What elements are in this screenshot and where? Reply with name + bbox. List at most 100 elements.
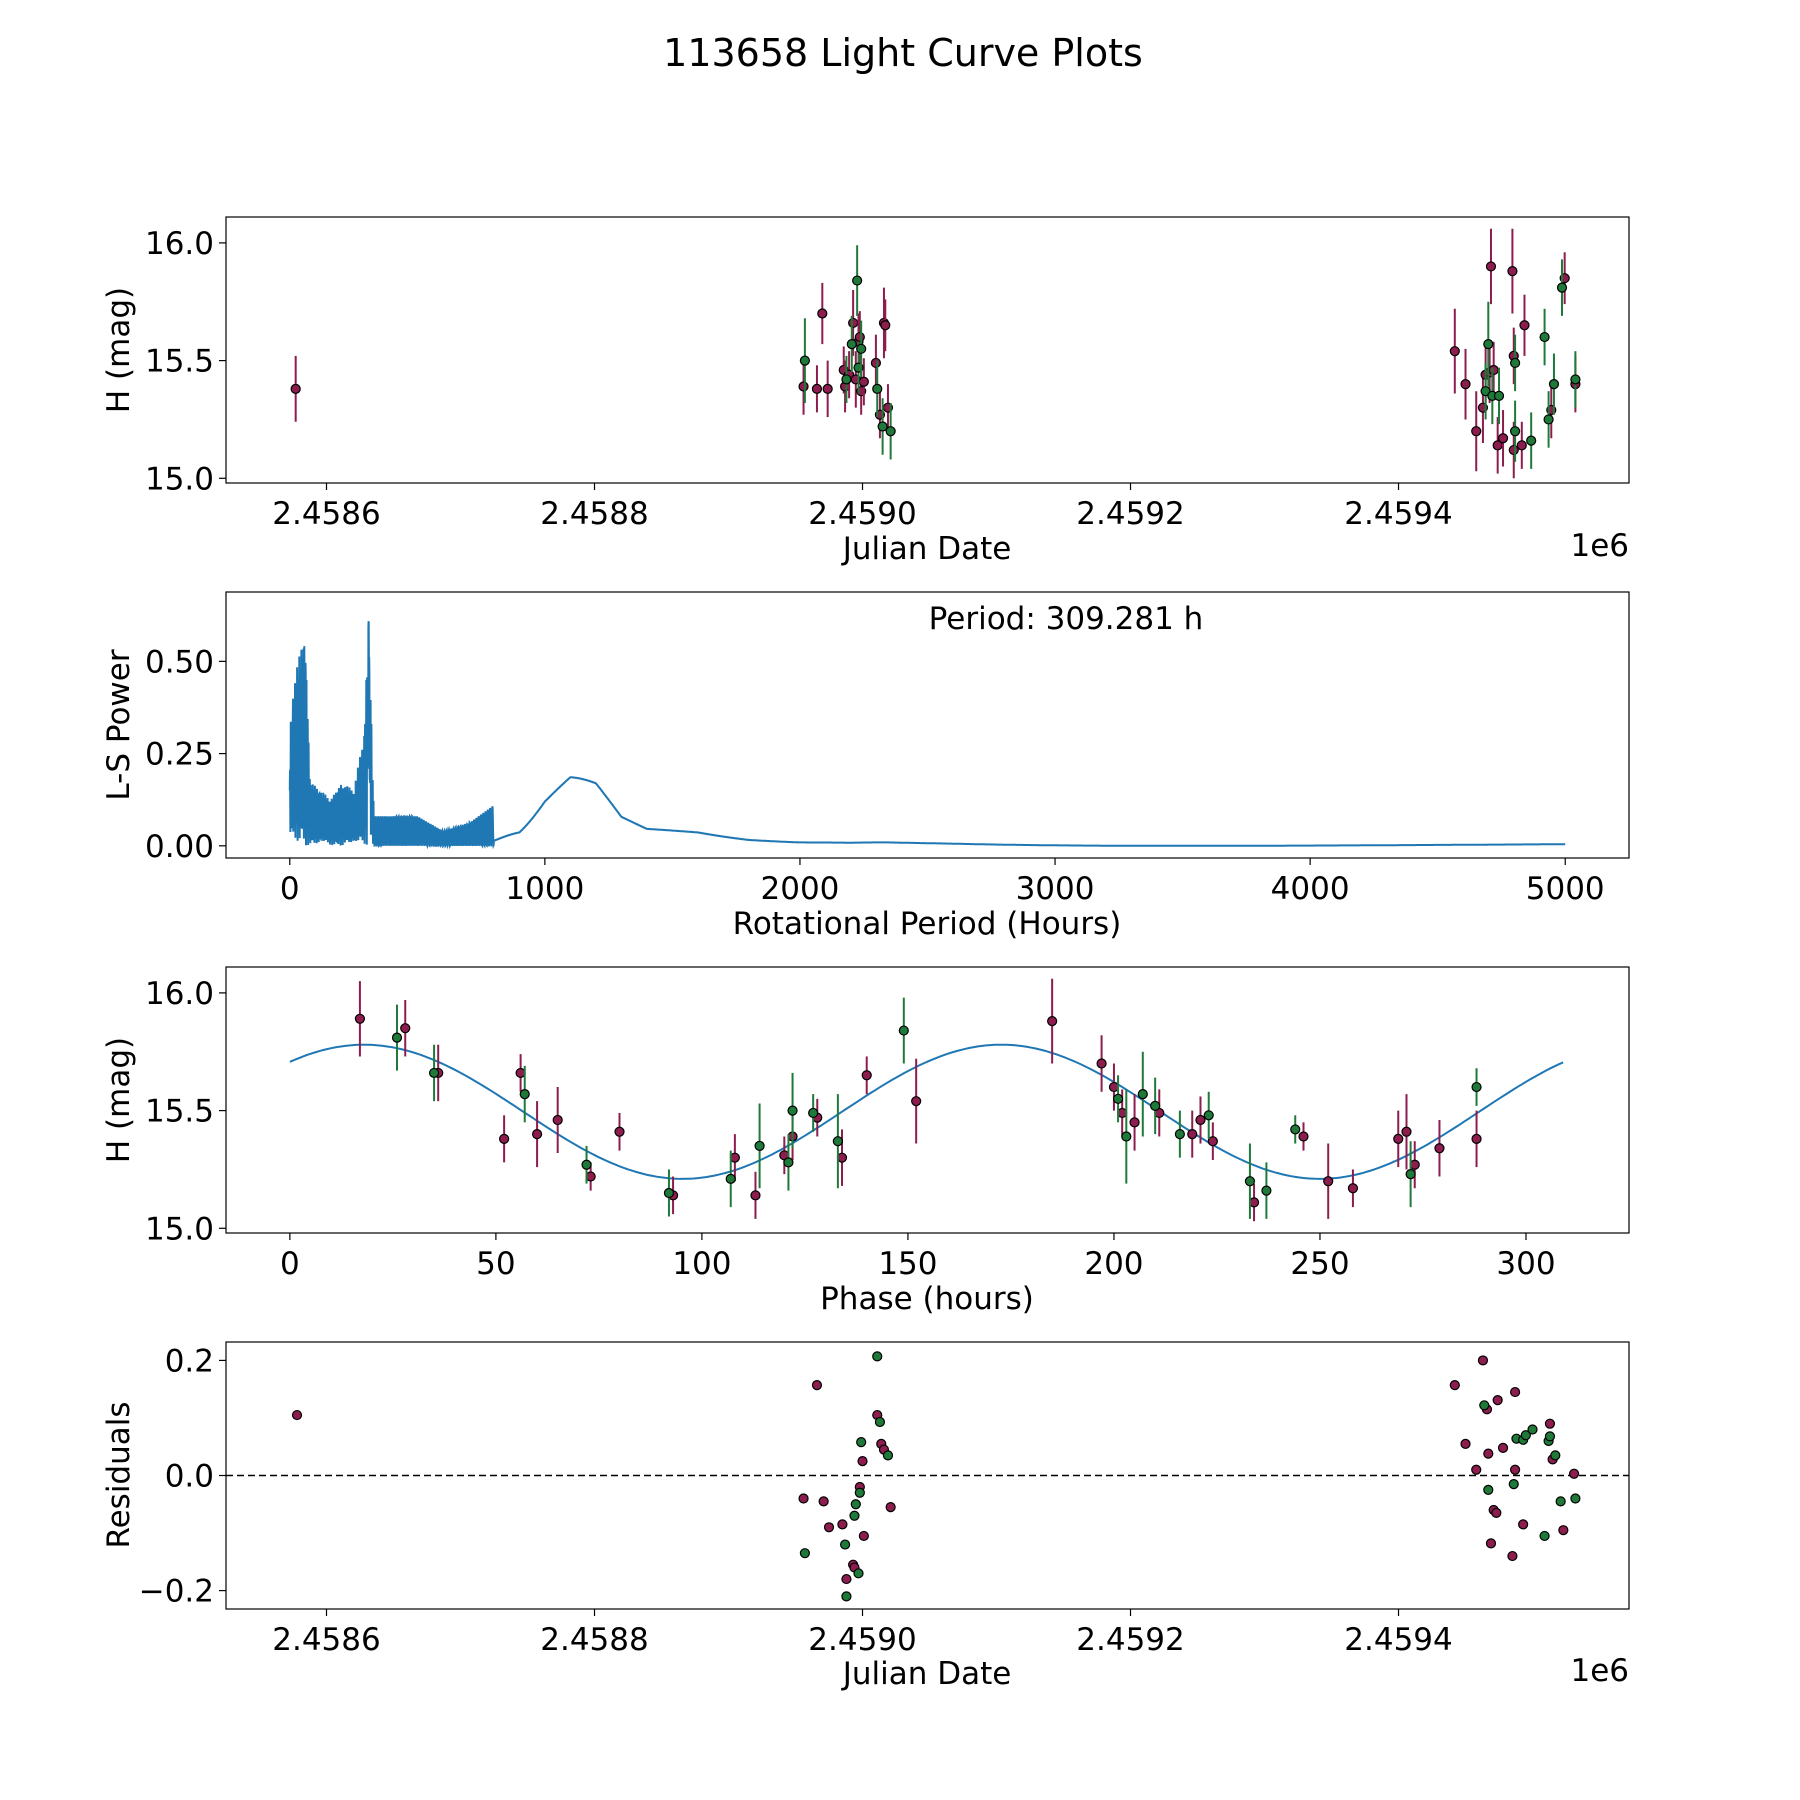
periodogram-annotation: Period: 309.281 h <box>929 601 1204 637</box>
phased-point-g <box>1112 1093 1124 1104</box>
lightcurve-point-r <box>1507 266 1518 277</box>
lightcurve-ticks: 2.4586 2.4588 2.4590 2.4592 2.4594 15.0 15.5 16… <box>145 226 1453 532</box>
lightcurve-point-g <box>1509 357 1521 369</box>
phased-marks <box>289 978 1564 1222</box>
lightcurve-point-r <box>1488 364 1499 376</box>
residuals-offset-label: 1e6 <box>1570 1653 1629 1689</box>
residuals-ytick-label: 0.2 <box>165 1343 214 1379</box>
lightcurve-xtick-label: 2.4594 <box>1344 496 1452 532</box>
residuals-point-g <box>1508 1479 1519 1490</box>
residuals-ylabel: Residuals <box>101 1401 137 1548</box>
residuals-point-g <box>882 1450 894 1461</box>
phased-xtick-label: 250 <box>1290 1246 1349 1282</box>
phased-point-r <box>1434 1143 1445 1154</box>
figure-title: 113658 Light Curve Plots <box>663 31 1143 75</box>
residuals-point-g <box>1555 1496 1566 1507</box>
residuals-point-r <box>841 1573 852 1585</box>
lightcurve-point-g <box>852 275 863 286</box>
periodogram-xtick-label: 4000 <box>1271 871 1350 907</box>
residuals-point-r <box>1492 1395 1503 1406</box>
lightcurve-point-r <box>1449 346 1460 357</box>
phased-point-g <box>1471 1081 1482 1093</box>
periodogram-xtick-label: 3000 <box>1016 871 1095 907</box>
residuals-point-g <box>1527 1424 1538 1435</box>
residuals-panel: 2.4586 2.4588 2.4590 2.4592 2.4594 −0.2 0.0 0.2… <box>101 1341 1630 1692</box>
phased-point-g <box>783 1157 794 1168</box>
phased-point-r <box>614 1126 625 1137</box>
phased-point-g <box>787 1105 798 1116</box>
phased-point-g <box>832 1136 843 1147</box>
phased-point-r <box>1323 1176 1334 1187</box>
lightcurve-offset-label: 1e6 <box>1570 528 1629 564</box>
residuals-point-r <box>1544 1418 1556 1429</box>
phased-ytick-label: 15.0 <box>145 1211 214 1247</box>
periodogram-ytick-label: 0.00 <box>145 829 214 865</box>
lightcurve-point-r <box>880 320 891 331</box>
periodogram-power-line <box>288 621 1566 850</box>
lightcurve-point-g <box>856 343 867 354</box>
lightcurve-point-g <box>1493 390 1505 402</box>
lightcurve-point-r <box>811 383 823 394</box>
phased-point-r <box>400 1023 411 1034</box>
periodogram-marks <box>288 621 1566 850</box>
residuals-point-g <box>1550 1450 1561 1461</box>
residuals-ytick-label: 0.0 <box>165 1459 214 1495</box>
phased-point-g <box>1121 1131 1132 1142</box>
phased-point-g <box>1405 1169 1416 1180</box>
residuals-xtick-label: 2.4586 <box>272 1622 380 1658</box>
phased-xtick-label: 0 <box>280 1246 300 1282</box>
lightcurve-point-g <box>846 339 857 350</box>
lightcurve-point-g <box>841 374 852 385</box>
residuals-xtick-label: 2.4594 <box>1344 1622 1452 1658</box>
phased-point-r <box>1401 1126 1412 1137</box>
periodogram-ylabel: L-S Power <box>101 649 137 800</box>
residuals-point-g <box>1544 1431 1556 1442</box>
lightcurve-point-r <box>1471 426 1482 437</box>
phased-point-r <box>1187 1129 1198 1140</box>
phased-point-g <box>898 1025 909 1036</box>
residuals-point-g <box>1539 1530 1550 1542</box>
residuals-xtick-label: 2.4590 <box>808 1622 916 1658</box>
lightcurve-point-r <box>1485 261 1497 272</box>
residuals-point-g <box>849 1510 860 1521</box>
residuals-point-g <box>799 1548 810 1559</box>
periodogram-xtick-label: 1000 <box>505 871 584 907</box>
residuals-ytick-label: −0.2 <box>139 1574 214 1610</box>
phased-point-r <box>1471 1133 1482 1144</box>
phased-ticks: 0 50 100 150 200 250 300 15.0 15.5 16.0 <box>145 976 1556 1282</box>
residuals-point-r <box>837 1519 848 1530</box>
residuals-xtick-label: 2.4592 <box>1076 1622 1184 1658</box>
lightcurve-point-r <box>817 308 828 319</box>
lightcurve-point-r <box>1508 444 1519 456</box>
residuals-point-r <box>857 1456 868 1467</box>
lightcurve-point-g <box>1570 374 1581 385</box>
lightcurve-xtick-label: 2.4590 <box>808 496 916 532</box>
periodogram-panel: 0 1000 2000 3000 4000 5000 0.00 0.25 0.50 Period… <box>101 591 1630 942</box>
lightcurve-xtick-label: 2.4586 <box>272 496 380 532</box>
phased-point-r <box>1207 1136 1218 1147</box>
lightcurve-point-r <box>854 331 865 343</box>
phased-xtick-label: 50 <box>476 1246 515 1282</box>
lightcurve-xlabel: Julian Date <box>841 531 1012 567</box>
residuals-point-r <box>818 1496 829 1507</box>
phased-xtick-label: 100 <box>672 1246 731 1282</box>
periodogram-ytick-label: 0.25 <box>145 737 214 773</box>
residuals-point-r <box>1509 1464 1521 1475</box>
periodogram-ytick-label: 0.50 <box>145 644 214 680</box>
periodogram-xtick-label: 0 <box>280 871 300 907</box>
lightcurve-xtick-label: 2.4588 <box>540 496 648 532</box>
lightcurve-xtick-label: 2.4592 <box>1076 496 1184 532</box>
residuals-point-g <box>854 1487 865 1498</box>
lightcurve-axes-frame <box>225 216 1630 484</box>
residuals-point-r <box>1485 1538 1497 1549</box>
phased-point-r <box>1047 1016 1058 1027</box>
phased-point-g <box>808 1107 819 1119</box>
lightcurve-point-g <box>1526 435 1537 446</box>
residuals-point-r <box>1518 1519 1529 1530</box>
lightcurve-ytick-label: 15.0 <box>145 461 214 497</box>
phased-point-g <box>519 1089 530 1100</box>
residuals-point-r <box>885 1502 896 1513</box>
phased-point-g <box>581 1159 592 1170</box>
residuals-point-g <box>1520 1430 1531 1441</box>
